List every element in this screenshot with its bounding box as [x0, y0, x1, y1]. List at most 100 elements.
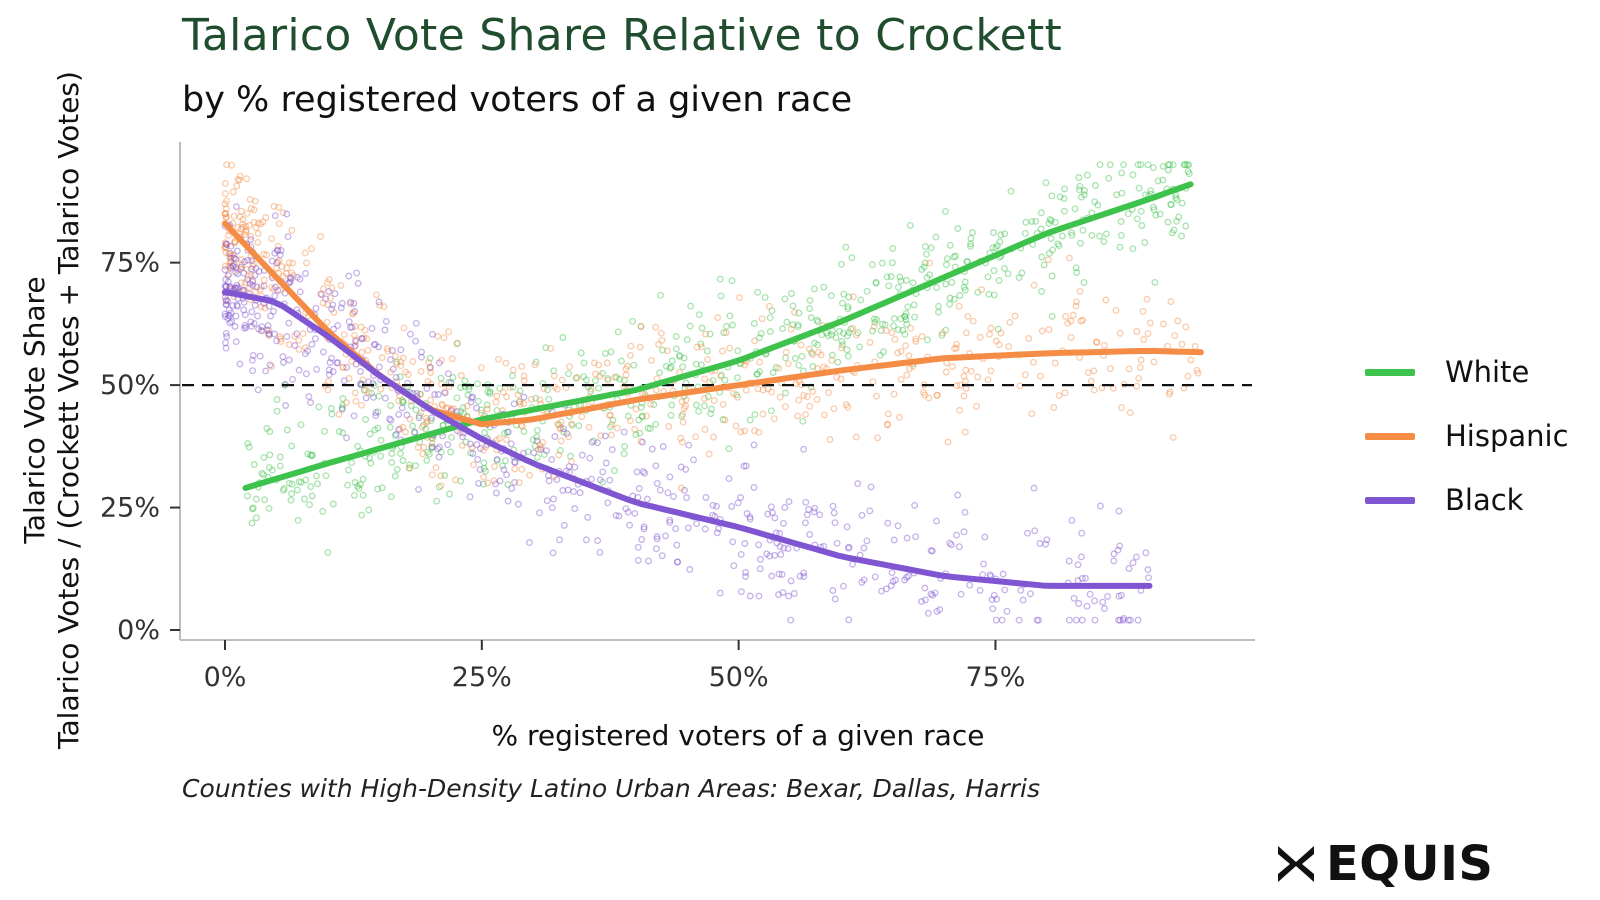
scatter-point-hispanic	[230, 261, 238, 268]
scatter-point-white	[280, 485, 288, 492]
scatter-point-hispanic	[254, 238, 262, 246]
scatter-point-black	[350, 342, 358, 350]
scatter-point-white	[457, 384, 465, 391]
scatter-point-hispanic	[256, 286, 264, 294]
scatter-point-hispanic	[626, 417, 634, 425]
scatter-point-white	[810, 285, 818, 293]
scatter-point-hispanic	[243, 175, 251, 183]
scatter-point-hispanic	[337, 281, 345, 289]
scatter-point-white	[906, 221, 914, 229]
scatter-point-black	[890, 536, 898, 544]
scatter-point-white	[985, 290, 993, 298]
scatter-point-hispanic	[359, 376, 367, 384]
scatter-point-white	[433, 497, 441, 505]
scatter-point-hispanic	[515, 479, 523, 487]
scatter-point-white	[362, 416, 370, 423]
scatter-point-hispanic	[257, 282, 265, 290]
scatter-point-white	[828, 351, 836, 359]
scatter-point-white	[878, 259, 886, 267]
scatter-point-black	[444, 370, 452, 378]
scatter-point-hispanic	[1137, 356, 1145, 364]
scatter-point-hispanic	[809, 351, 817, 358]
scatter-point-black	[1075, 600, 1083, 607]
scatter-point-hispanic	[238, 256, 245, 264]
scatter-point-white	[542, 344, 550, 352]
scatter-point-white	[706, 330, 714, 338]
scatter-point-black	[229, 262, 237, 270]
scatter-point-black	[271, 292, 279, 300]
scatter-point-black	[778, 571, 786, 578]
scatter-point-hispanic	[951, 345, 958, 353]
scatter-point-white	[467, 449, 475, 457]
scatter-point-white	[624, 412, 632, 420]
scatter-point-black	[255, 325, 262, 333]
scatter-point-black	[536, 509, 543, 517]
scatter-point-white	[946, 300, 954, 308]
scatter-point-black	[241, 321, 249, 329]
scatter-point-black	[622, 505, 630, 513]
scatter-point-black	[328, 305, 336, 313]
scatter-point-white	[942, 207, 949, 215]
scatter-point-black	[260, 282, 268, 290]
scatter-point-white	[249, 505, 256, 513]
scatter-point-black	[775, 570, 783, 578]
scatter-point-black	[329, 368, 337, 376]
scatter-point-hispanic	[492, 398, 500, 406]
scatter-point-hispanic	[820, 363, 828, 371]
chart-title: Talarico Vote Share Relative to Crockett	[182, 10, 1063, 61]
scatter-point-hispanic	[323, 318, 331, 326]
scatter-point-white	[935, 308, 942, 316]
scatter-point-white	[644, 424, 652, 432]
scatter-point-black	[240, 324, 248, 332]
scatter-point-hispanic	[268, 362, 276, 370]
scatter-point-black	[911, 501, 919, 509]
scatter-point-hispanic	[794, 412, 802, 420]
scatter-point-hispanic	[852, 433, 860, 441]
scatter-point-hispanic	[710, 433, 717, 441]
scatter-point-hispanic	[1117, 404, 1125, 412]
scatter-point-white	[339, 395, 347, 403]
scatter-point-black	[236, 360, 244, 368]
scatter-point-black	[767, 503, 775, 511]
scatter-point-hispanic	[272, 264, 280, 272]
scatter-point-hispanic	[960, 392, 968, 400]
scatter-point-hispanic	[229, 219, 237, 227]
scatter-point-hispanic	[1072, 302, 1080, 310]
scatter-point-white	[938, 331, 946, 339]
scatter-point-hispanic	[678, 438, 686, 446]
scatter-point-black	[232, 255, 240, 263]
scatter-point-hispanic	[566, 363, 573, 371]
scatter-point-white	[942, 280, 950, 288]
scatter-point-black	[285, 319, 293, 327]
scatter-point-white	[1077, 193, 1085, 201]
scatter-point-hispanic	[222, 297, 230, 305]
scatter-point-black	[713, 502, 720, 510]
scatter-point-black	[227, 264, 235, 272]
scatter-point-black	[750, 484, 758, 491]
scatter-point-hispanic	[376, 301, 384, 309]
scatter-point-black	[805, 506, 812, 513]
scatter-point-hispanic	[978, 286, 986, 294]
scatter-point-black	[544, 472, 552, 479]
scatter-point-white	[794, 321, 802, 329]
scatter-point-white	[798, 352, 806, 360]
scatter-point-white	[1071, 205, 1079, 213]
scatter-point-white	[954, 225, 962, 232]
scatter-point-white	[1054, 240, 1062, 248]
scatter-point-hispanic	[1076, 287, 1084, 295]
scatter-point-black	[1134, 616, 1142, 624]
scatter-point-black	[403, 411, 411, 419]
scatter-point-black	[777, 551, 785, 558]
scatter-point-white	[423, 456, 431, 464]
scatter-point-black	[223, 300, 230, 308]
scatter-point-hispanic	[960, 372, 968, 380]
scatter-point-white	[515, 398, 523, 406]
scatter-point-black	[640, 525, 648, 533]
scatter-point-black	[1036, 540, 1044, 547]
scatter-point-white	[388, 450, 396, 458]
scatter-point-black	[784, 545, 792, 553]
scatter-point-hispanic	[802, 410, 809, 418]
scatter-point-hispanic	[222, 249, 230, 257]
scatter-point-black	[1024, 529, 1031, 537]
scatter-point-white	[1149, 203, 1157, 211]
